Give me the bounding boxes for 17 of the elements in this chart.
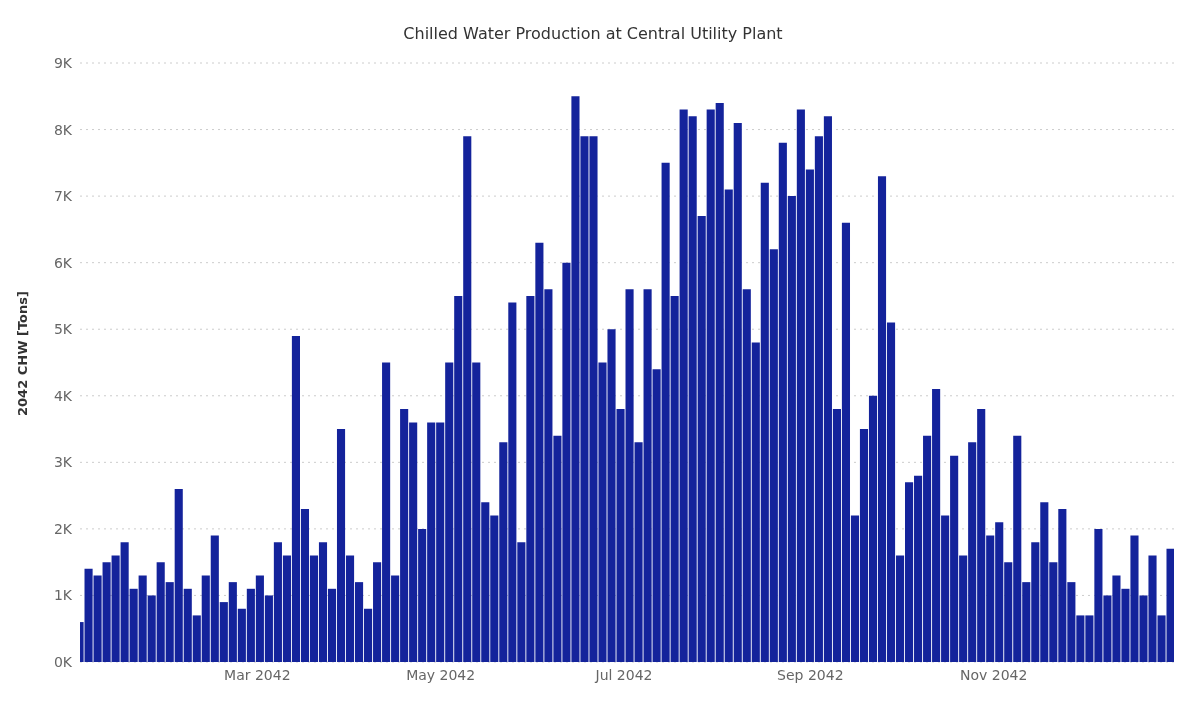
y-axis-title: 2042 CHW [Tons] bbox=[14, 290, 30, 416]
y-tick-label: 7K bbox=[53, 188, 73, 205]
x-tick-label: Jul 2042 bbox=[594, 666, 653, 683]
y-tick-label: 6K bbox=[53, 254, 73, 271]
y-tick-label: 9K bbox=[53, 54, 73, 71]
y-tick-label: 0K bbox=[53, 653, 73, 670]
y-tick-label: 1K bbox=[53, 587, 73, 604]
y-tick-label: 2K bbox=[53, 520, 73, 537]
x-tick-label: Nov 2042 bbox=[959, 666, 1028, 683]
y-tick-label: 8K bbox=[53, 121, 73, 138]
y-tick-label: 5K bbox=[53, 321, 73, 338]
x-tick-label: Mar 2042 bbox=[224, 666, 291, 683]
y-tick-label: 4K bbox=[53, 387, 73, 404]
x-tick-label: May 2042 bbox=[406, 666, 476, 683]
y-tick-label: 3K bbox=[53, 454, 73, 471]
x-tick-label: Sep 2042 bbox=[777, 666, 844, 683]
chart-title: Chilled Water Production at Central Utility Plant bbox=[402, 24, 784, 43]
